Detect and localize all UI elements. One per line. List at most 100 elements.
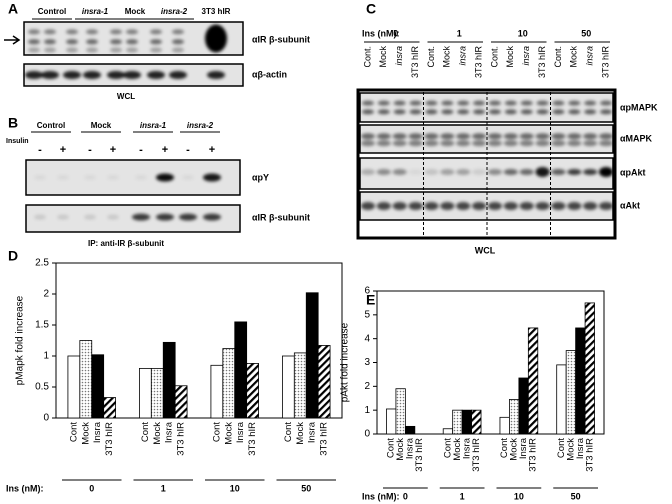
blot-bands (360, 202, 614, 210)
bar (509, 399, 520, 435)
bar (317, 345, 331, 419)
x-axis-label: Ins (nM): (362, 491, 400, 501)
blot-label: αAkt (620, 200, 640, 210)
bar (67, 355, 81, 419)
lane-label: insra (458, 46, 468, 66)
band (156, 173, 174, 182)
y-tick-label: 6 (364, 286, 370, 297)
band (377, 100, 390, 106)
band (456, 140, 471, 147)
bar (565, 350, 577, 435)
legend-label: Cont (211, 422, 222, 442)
band (361, 109, 374, 115)
bar (471, 409, 482, 435)
bar (527, 327, 539, 435)
panel-letter: D (8, 248, 18, 264)
band (28, 29, 40, 35)
band (599, 140, 614, 147)
y-tick-label: 2 (364, 381, 370, 392)
legend-label: Mock (80, 422, 91, 445)
bar (518, 377, 529, 435)
band (457, 100, 470, 106)
band (472, 140, 487, 147)
lane-label: Mock (505, 46, 515, 68)
legend-label: 3T3 hIR (471, 438, 482, 472)
legend-label: Insra (307, 421, 318, 443)
band (504, 109, 517, 115)
legend-label: Mock (152, 422, 163, 445)
band (424, 202, 439, 210)
blot-label: αpMAPK (620, 102, 658, 112)
band (520, 109, 533, 115)
band (457, 109, 470, 115)
band (203, 173, 221, 182)
legend-label: Mock (223, 422, 234, 445)
y-tick-label: 1.5 (35, 320, 49, 331)
band (535, 133, 550, 140)
bar (404, 425, 416, 435)
band (488, 100, 501, 106)
blot (359, 191, 614, 221)
band (393, 100, 406, 106)
band (472, 202, 487, 210)
y-tick-label: 0 (43, 413, 49, 424)
y-tick-label: 0 (364, 429, 370, 440)
band (472, 168, 487, 175)
bar (174, 385, 188, 419)
bar (246, 363, 259, 419)
plot-frame (55, 262, 343, 419)
band (83, 71, 101, 79)
band (44, 39, 56, 45)
treatment-label: Insulin (6, 138, 29, 145)
band (126, 47, 138, 53)
legend-label: Cont (499, 438, 510, 458)
band (567, 140, 582, 147)
band (66, 29, 78, 35)
lane-label: insra-1 (140, 121, 167, 130)
panel-letter: B (8, 115, 18, 131)
band (63, 71, 81, 79)
band (409, 100, 422, 106)
band (360, 168, 375, 175)
lane-label: insra-1 (82, 7, 109, 16)
band (425, 109, 438, 115)
bar (584, 302, 595, 435)
band (361, 100, 374, 106)
blot-bands (25, 71, 225, 79)
band (487, 140, 502, 147)
blot-label: αβ-actin (252, 69, 287, 79)
band (376, 140, 391, 147)
sign: - (38, 144, 42, 156)
band (583, 202, 598, 210)
band (487, 202, 502, 210)
band (376, 202, 391, 210)
band (424, 140, 439, 147)
sign: + (110, 144, 116, 156)
band (393, 109, 406, 115)
band (503, 168, 518, 175)
band (408, 140, 423, 147)
band (172, 39, 184, 45)
y-tick-label: 2 (43, 289, 49, 300)
band (552, 100, 565, 106)
caption: IP: anti-IR β-subunit (88, 239, 164, 248)
y-tick-label: 1 (43, 351, 49, 362)
legend-label: Cont (386, 438, 397, 458)
band (360, 202, 375, 210)
x-tick-label: 0 (403, 491, 408, 501)
bar (461, 409, 472, 435)
bar (103, 397, 116, 419)
band (599, 202, 614, 210)
band (519, 202, 534, 210)
sign: - (139, 144, 143, 156)
legend-label: 3T3 hIR (176, 422, 187, 456)
band (408, 202, 423, 210)
bar (442, 428, 454, 435)
band (551, 133, 566, 140)
band (503, 133, 518, 140)
lane-label: Cont. (362, 46, 372, 68)
x-tick-label: 50 (301, 483, 311, 493)
dose: 0 (393, 28, 398, 38)
band (568, 100, 581, 106)
band (504, 100, 517, 106)
